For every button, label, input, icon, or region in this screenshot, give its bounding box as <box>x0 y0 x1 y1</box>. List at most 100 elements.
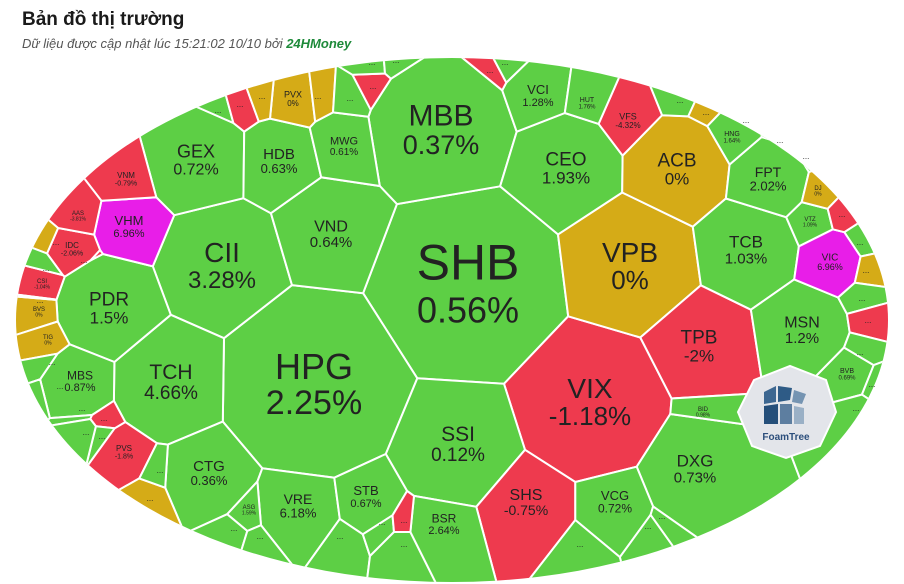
treemap-small-tile[interactable] <box>727 50 812 134</box>
treemap-small-tile[interactable] <box>89 248 105 262</box>
more-tile-label: ... <box>369 58 376 67</box>
treemap-small-tile[interactable] <box>792 50 904 174</box>
treemap-small-tile[interactable] <box>0 378 52 453</box>
more-tile-label: ... <box>703 108 710 117</box>
treemap-small-tile[interactable] <box>365 531 438 584</box>
more-tile-label: ... <box>101 414 108 423</box>
tile-change: 0.72% <box>173 161 218 178</box>
treemap-small-tile[interactable] <box>0 417 97 582</box>
tile-change: 0.87% <box>64 382 95 394</box>
more-tile-label: ... <box>659 512 666 521</box>
tile-change: -4.32% <box>615 121 640 130</box>
tile-ticker: CEO <box>545 149 586 170</box>
more-tile-label: ... <box>83 428 90 437</box>
tile-ticker: CTG <box>193 458 225 475</box>
tile-ticker: VCG <box>601 488 629 503</box>
tile-ticker: VFS <box>619 112 637 122</box>
tile-ticker: AAS <box>72 211 84 217</box>
tile-ticker: ASG <box>243 505 256 511</box>
more-tile-label: ... <box>315 92 322 101</box>
tile-ticker: MWG <box>330 135 358 147</box>
more-tile-label: ... <box>49 358 56 367</box>
tile-change: 1.64% <box>723 139 741 145</box>
tile-change: 1.28% <box>522 97 553 109</box>
treemap-small-tile[interactable] <box>760 50 856 149</box>
more-tile-label: ... <box>215 106 222 115</box>
treemap-tile-aas[interactable] <box>0 66 103 236</box>
tile-ticker: SHS <box>510 487 543 504</box>
tile-ticker: VRE <box>284 491 313 507</box>
tile-ticker: DJ <box>814 186 821 192</box>
tile-change: 0% <box>665 169 690 188</box>
tile-change: 0% <box>35 313 43 319</box>
more-tile-label: ... <box>43 264 50 273</box>
tile-ticker: TCB <box>729 233 763 252</box>
tile-change: 1.93% <box>542 168 590 187</box>
tile-ticker: BVS <box>33 307 45 313</box>
more-tile-label: ... <box>865 316 872 325</box>
more-tile-label: ... <box>863 266 870 275</box>
more-tile-label: ... <box>857 348 864 357</box>
treemap-small-tile[interactable] <box>137 442 169 490</box>
more-tile-label: ... <box>803 152 810 161</box>
tile-ticker: MBS <box>67 368 93 382</box>
tile-ticker: HPG <box>275 346 353 387</box>
page-title: Bản đồ thị trường <box>22 9 185 30</box>
tile-change: 0% <box>44 341 52 347</box>
tile-ticker: ACB <box>657 150 696 171</box>
more-tile-label: ... <box>231 524 238 533</box>
foamtree-logo-text: FoamTree <box>762 432 810 443</box>
tile-ticker: SHB <box>417 235 520 291</box>
tile-ticker: VCI <box>527 82 549 97</box>
tile-ticker: VNM <box>117 171 135 180</box>
more-tile-label: ... <box>743 116 750 125</box>
more-tile-label: ... <box>859 294 866 303</box>
treemap-small-tile[interactable] <box>0 291 58 301</box>
tile-ticker: BVB <box>840 368 854 375</box>
more-tile-label: ... <box>347 94 354 103</box>
tile-change: -1.18% <box>549 401 631 431</box>
treemap-small-tile[interactable] <box>382 50 440 80</box>
tile-ticker: TIG <box>43 335 53 341</box>
treemap-small-tile[interactable] <box>686 50 741 128</box>
foamtree-logo[interactable]: FoamTree <box>736 364 838 460</box>
tile-ticker: VIX <box>567 373 612 404</box>
more-tile-label: ... <box>487 66 494 75</box>
more-tile-label: ... <box>337 532 344 541</box>
more-tile-label: ... <box>777 136 784 145</box>
tile-ticker: SSI <box>441 423 475 446</box>
tile-ticker: STB <box>353 483 378 498</box>
treemap-small-tile[interactable] <box>0 477 186 584</box>
tile-change: -2.06% <box>61 250 83 257</box>
tile-ticker: IDC <box>65 241 79 250</box>
treemap-tile-dj[interactable] <box>800 143 890 210</box>
treemap-small-tile[interactable] <box>0 233 66 277</box>
treemap-small-tile[interactable] <box>842 331 904 367</box>
tile-change: -0.79% <box>115 180 137 187</box>
tile-change: 2.64% <box>428 525 459 537</box>
update-info: Dữ liệu được cập nhật lúc 15:21:02 10/10… <box>22 36 351 51</box>
more-tile-label: ... <box>869 380 876 389</box>
more-tile-label: ... <box>81 256 88 265</box>
tile-change: 0.56% <box>417 290 519 331</box>
tile-change: -0.75% <box>504 502 548 518</box>
tile-ticker: CSI <box>37 279 47 285</box>
more-tile-label: ... <box>53 238 60 247</box>
more-tile-label: ... <box>401 540 408 549</box>
brand-link[interactable]: 24HMoney <box>286 36 352 51</box>
tile-change: 0.37% <box>403 130 480 160</box>
treemap-small-tile[interactable] <box>0 176 60 255</box>
tile-change: 0.12% <box>431 445 485 466</box>
more-tile-label: ... <box>79 404 86 413</box>
tile-change: 0.63% <box>261 161 298 176</box>
tile-ticker: HUT <box>580 97 595 104</box>
more-tile-label: ... <box>37 296 44 305</box>
tile-change: 0.36% <box>191 473 228 488</box>
tile-change: 0.64% <box>310 234 353 251</box>
tile-ticker: MSN <box>784 315 820 332</box>
tile-ticker: MBB <box>408 100 473 133</box>
more-tile-label: ... <box>577 540 584 549</box>
tile-change: 1.09% <box>803 223 818 229</box>
more-tile-label: ... <box>853 404 860 413</box>
